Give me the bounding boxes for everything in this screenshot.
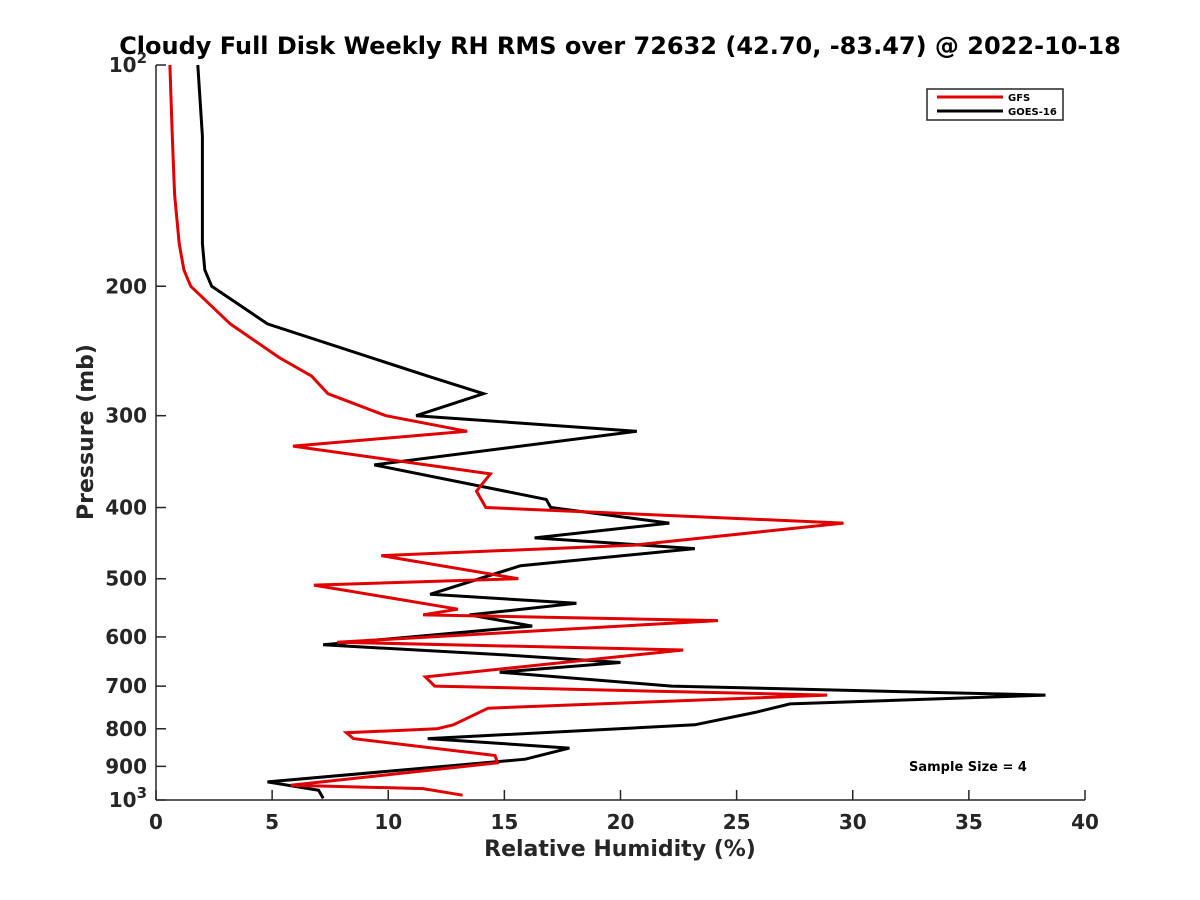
y-tick-label: 500 <box>105 567 147 591</box>
legend: GFS GOES-16 <box>926 88 1064 121</box>
y-tick-label: 400 <box>105 496 147 520</box>
chart-title: Cloudy Full Disk Weekly RH RMS over 7263… <box>119 32 1121 60</box>
y-tick-label: 200 <box>105 274 147 298</box>
y-tick-label: 800 <box>105 717 147 741</box>
x-tick-label: 10 <box>374 810 402 834</box>
y-axis-label: Pressure (mb) <box>74 344 99 520</box>
legend-label: GFS <box>1008 93 1030 104</box>
x-tick-label: 15 <box>490 810 518 834</box>
x-tick-label: 35 <box>955 810 983 834</box>
x-axis-label: Relative Humidity (%) <box>484 837 756 862</box>
x-tick-label: 40 <box>1071 810 1099 834</box>
series-line-gfs <box>168 64 844 797</box>
series-layer <box>168 64 1046 800</box>
y-tick-label: 102 <box>109 49 147 77</box>
y-tick-label: 300 <box>105 404 147 428</box>
legend-label: GOES-16 <box>1008 107 1057 118</box>
axes-layer: 0 5 10 15 20 25 30 35 40 102 200 300 400 500 600 700 800… <box>105 49 1099 834</box>
x-tick-label: 20 <box>607 810 635 834</box>
x-tick-label: 25 <box>723 810 751 834</box>
x-tick-label: 0 <box>149 810 163 834</box>
sample-size-annotation: Sample Size = 4 <box>909 760 1027 775</box>
y-tick-label: 900 <box>105 754 147 778</box>
legend-box <box>926 88 1064 121</box>
y-tick-label: 103 <box>109 784 147 812</box>
x-tick-label: 30 <box>839 810 867 834</box>
y-tick-label: 600 <box>105 625 147 649</box>
x-tick-label: 5 <box>265 810 279 834</box>
series-line-goes-16 <box>196 64 1046 800</box>
y-tick-label: 700 <box>105 674 147 698</box>
